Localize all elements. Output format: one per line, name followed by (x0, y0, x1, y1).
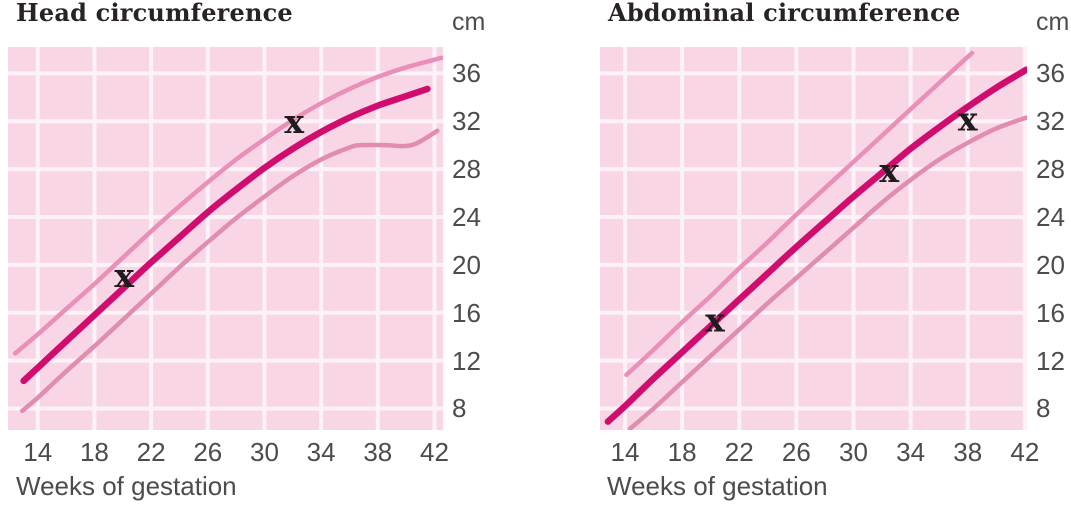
median-line (604, 66, 1027, 425)
x-tick-label: 30 (839, 437, 868, 467)
x-tick-label: 34 (306, 437, 336, 467)
x-tick-label: 22 (724, 437, 754, 467)
y-tick-label: 28 (1036, 154, 1065, 185)
x-tick-label: 38 (953, 437, 983, 467)
y-tick-label: 24 (1036, 201, 1065, 232)
abdominal-chart-plot-area: x x x (600, 47, 1027, 430)
x-tick-label: 14 (23, 437, 53, 467)
y-tick-label: 20 (452, 249, 481, 280)
x-tick-label: 42 (420, 437, 449, 467)
y-tick-label: 32 (452, 106, 481, 137)
y-tick-label: 16 (1036, 297, 1065, 328)
x-axis-title: Weeks of gestation (16, 471, 237, 501)
measurement-marker: x (114, 256, 134, 295)
y-tick-label: 36 (1036, 58, 1065, 89)
lower-centile-line (19, 128, 440, 414)
x-tick-label: 14 (610, 437, 640, 467)
chart-title: Head circumference (16, 0, 293, 27)
x-tick-label: 26 (193, 437, 223, 467)
x-tick-label: 38 (363, 437, 393, 467)
measurement-marker: x (705, 300, 725, 339)
y-tick-label: 28 (452, 154, 481, 185)
measurement-marker: x (879, 151, 899, 190)
y-tick-label: 24 (452, 201, 481, 232)
x-tick-label: 30 (249, 437, 279, 467)
y-tick-label: 8 (452, 393, 467, 424)
y-tick-label: 32 (1036, 106, 1065, 137)
x-tick-label: 22 (136, 437, 166, 467)
y-tick-label: 20 (1036, 249, 1065, 280)
y-tick-label: 36 (452, 58, 481, 89)
y-tick-label: 16 (452, 297, 481, 328)
y-tick-label: 12 (1036, 345, 1065, 376)
x-tick-label: 34 (896, 437, 926, 467)
abdominal-circumference-chart: Abdominal circumference x x x cm Weeks of … (570, 0, 1071, 512)
x-tick-label: 18 (667, 437, 697, 467)
y-axis-unit-label: cm (1036, 8, 1070, 36)
median-line (20, 85, 431, 385)
head-chart-plot-area: xx (8, 47, 443, 430)
upper-centile-line (12, 55, 443, 356)
y-tick-label: 8 (1036, 393, 1051, 424)
y-tick-label: 12 (452, 345, 481, 376)
y-axis-unit-label: cm (452, 8, 486, 36)
x-tick-label: 26 (781, 437, 811, 467)
upper-centile-line (624, 50, 975, 378)
measurement-marker: x (958, 99, 978, 138)
x-axis-title: Weeks of gestation (607, 471, 828, 501)
measurement-marker: x (284, 102, 304, 141)
x-tick-label: 42 (1010, 437, 1040, 467)
lower-centile-line (627, 115, 1027, 430)
x-tick-label: 18 (79, 437, 109, 467)
chart-title: Abdominal circumference (608, 0, 961, 27)
